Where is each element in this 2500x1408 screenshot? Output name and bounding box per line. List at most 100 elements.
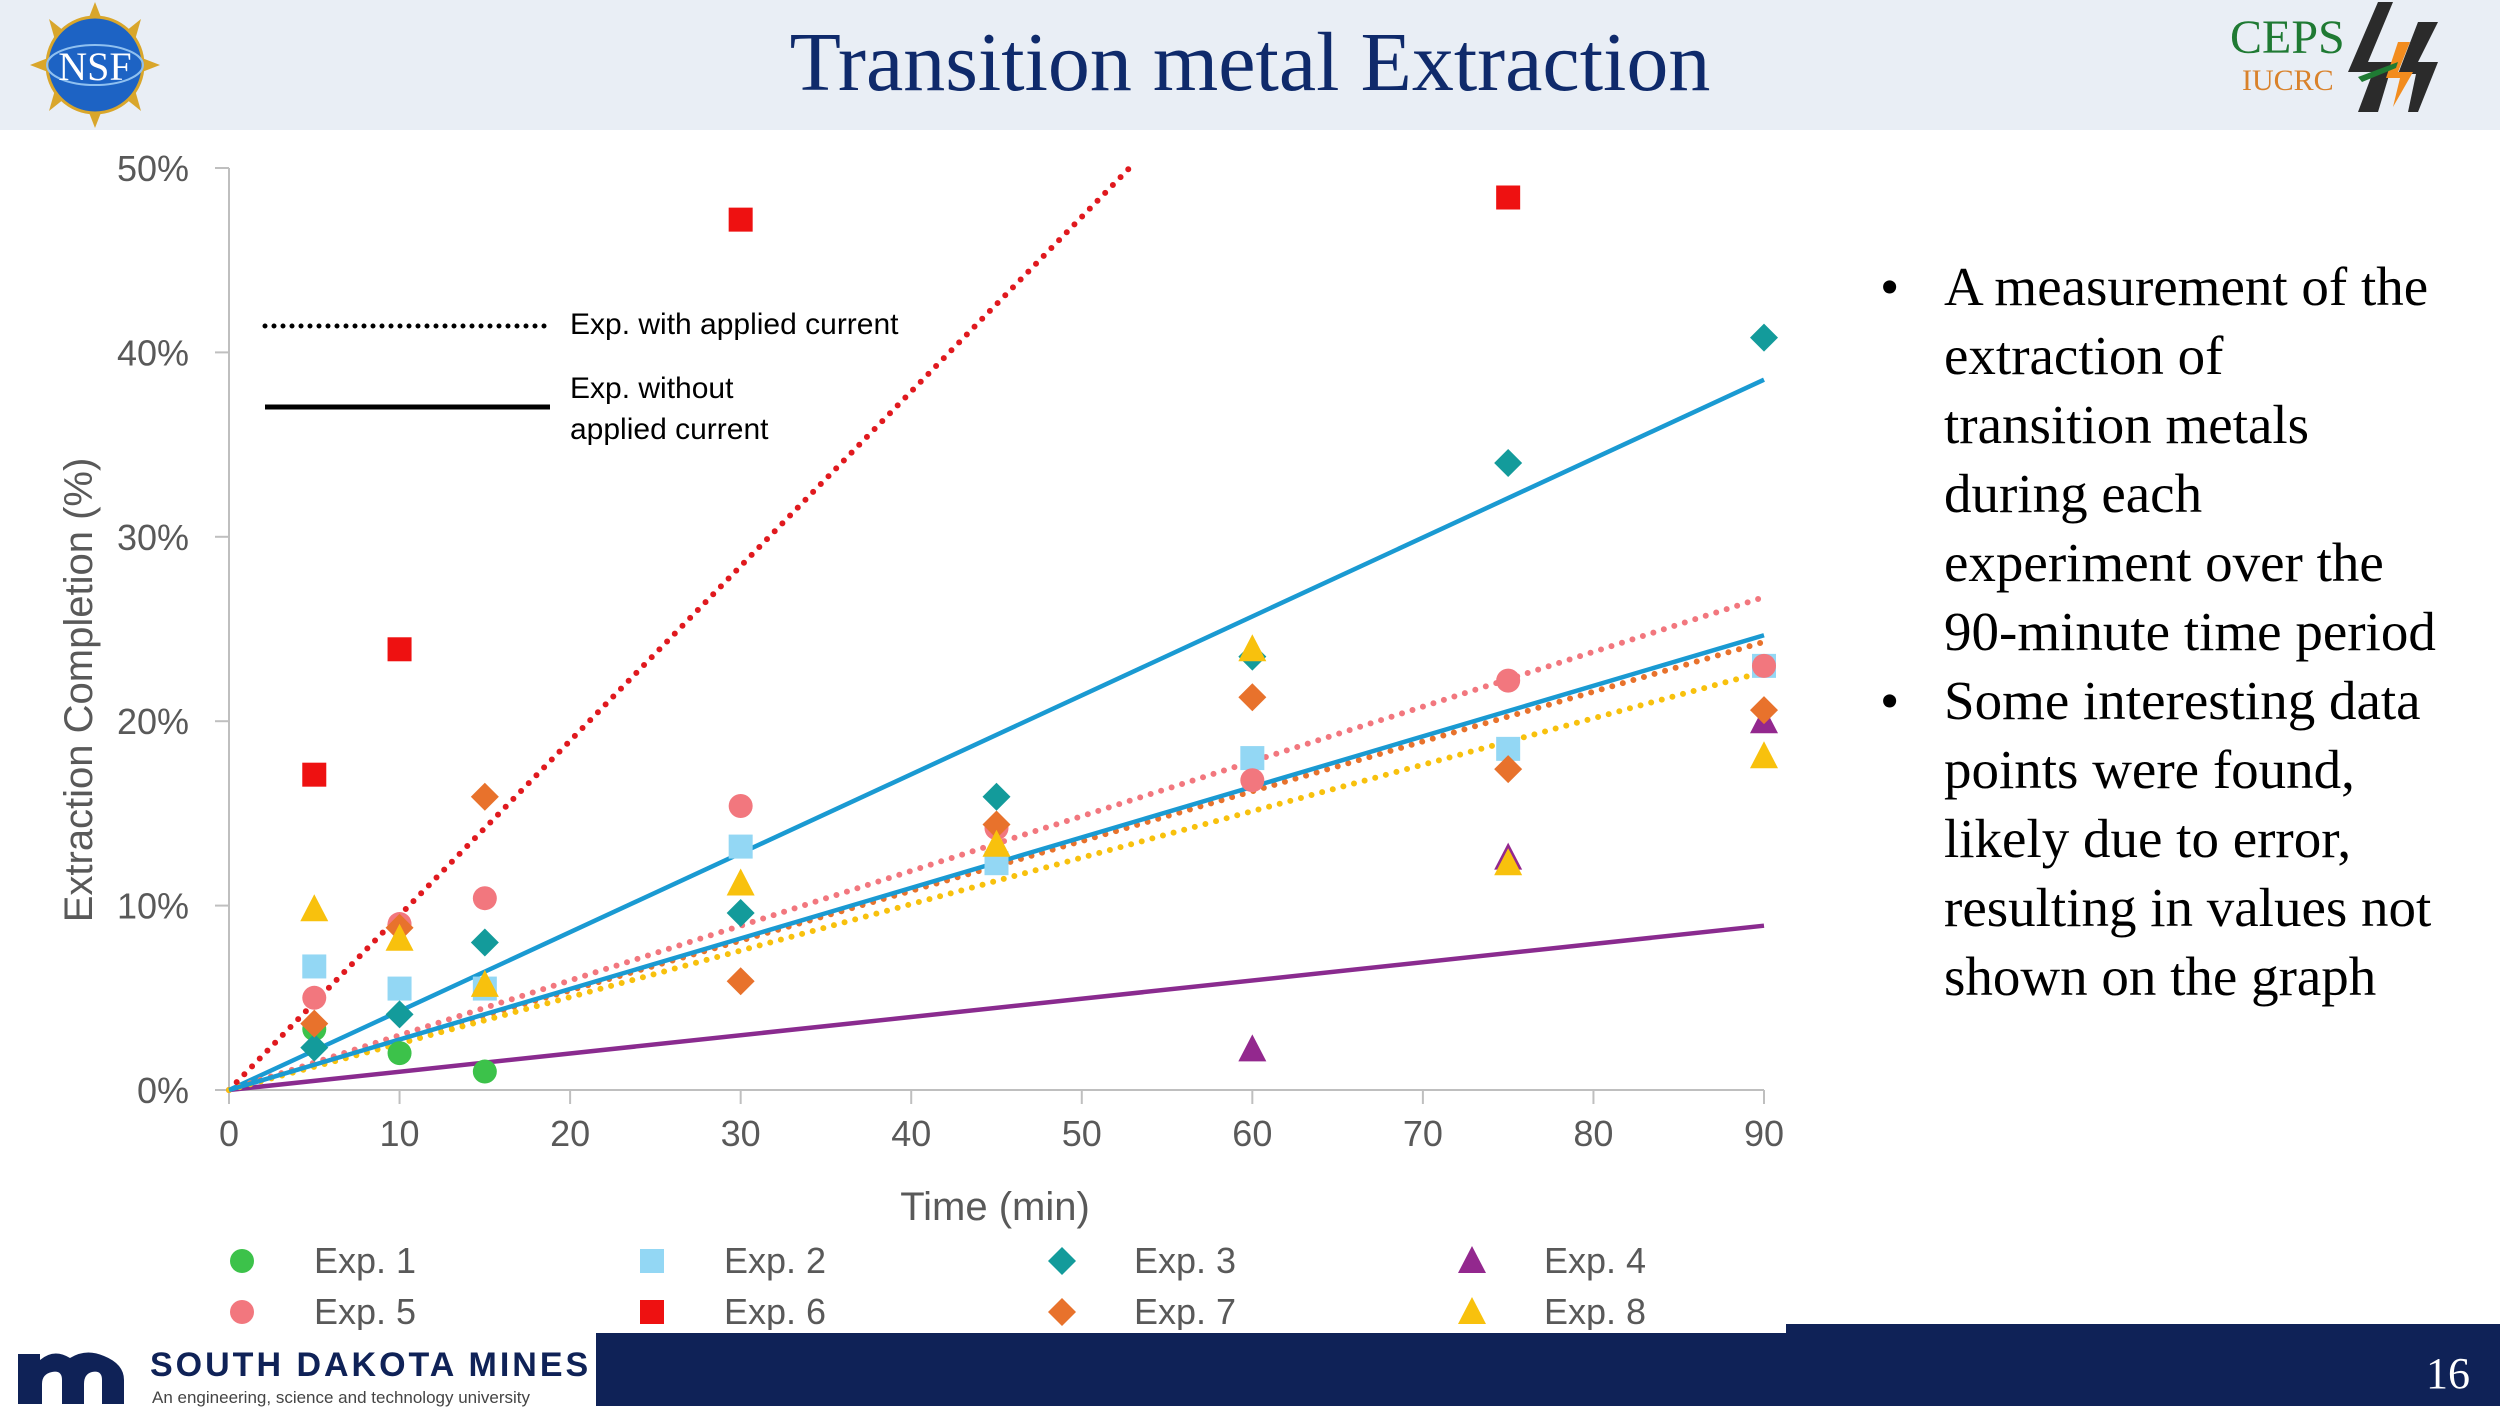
data-point [1750, 323, 1778, 352]
data-point [1238, 683, 1267, 712]
page-number: 16 [2426, 1349, 2470, 1398]
slide-title: Transition metal Extraction [789, 16, 1711, 109]
legend-series-label: Exp. 7 [1134, 1291, 1236, 1330]
data-point [302, 954, 327, 979]
trend-line [226, 668, 1767, 1093]
footer-accent [1786, 1324, 2500, 1334]
legend-series-label: Exp. 8 [1544, 1291, 1646, 1330]
data-point [300, 1033, 329, 1062]
data-points [300, 185, 1778, 1084]
legend-solid-label: applied current [570, 413, 769, 446]
legend-series-label: Exp. 6 [724, 1291, 826, 1330]
x-tick-label: 70 [1403, 1113, 1443, 1154]
data-point [640, 1300, 664, 1324]
data-point [1048, 1247, 1076, 1275]
x-tick-label: 80 [1573, 1113, 1613, 1154]
data-point [982, 829, 1011, 857]
ceps-logo-text: CEPS [2230, 11, 2345, 64]
svg-text:NSF: NSF [58, 44, 131, 89]
slide-header: NSF Transition metal Extraction CEPS IUC… [0, 0, 2500, 130]
x-tick-label: 60 [1232, 1113, 1272, 1154]
line-style-legend: Exp. with applied current Exp. without app… [262, 308, 899, 446]
legend-dotted-label: Exp. with applied current [570, 308, 899, 341]
legend-series-label: Exp. 1 [314, 1240, 416, 1281]
extraction-chart: 0 10 20 30 40 50 60 70 80 90 0% 10% 20% 30% 40% 50% Exp… [57, 148, 1784, 1330]
data-point [728, 834, 753, 859]
data-point [1494, 449, 1523, 478]
trend-line [228, 923, 1765, 1093]
legend-series-label: Exp. 3 [1134, 1240, 1236, 1281]
data-point [726, 898, 755, 927]
data-point [1238, 1034, 1267, 1062]
y-tick-label: 0% [137, 1070, 189, 1111]
data-point [300, 1009, 329, 1038]
trend-lines [226, 165, 1767, 1093]
data-point [385, 1000, 414, 1029]
data-point [1496, 668, 1521, 693]
sdm-tagline: An engineering, science and technology u… [152, 1388, 531, 1407]
y-tick-label: 50% [117, 148, 189, 189]
data-point [470, 928, 499, 957]
data-point [1048, 1298, 1076, 1326]
data-point [472, 1059, 497, 1084]
south-dakota-mines-logo: SOUTH DAKOTA MINES An engineering, scien… [14, 1338, 594, 1407]
legend-solid-label: Exp. without [570, 372, 734, 405]
data-point [1458, 1246, 1486, 1273]
data-point [726, 868, 755, 896]
data-point [300, 894, 329, 922]
bullet-item: • A measurement of the extraction of tran… [1880, 256, 2436, 662]
data-point [1240, 768, 1265, 793]
y-tick-label: 20% [117, 701, 189, 742]
data-point [472, 886, 497, 911]
data-point [1752, 653, 1776, 678]
data-point [230, 1300, 254, 1324]
trend-line [226, 165, 1133, 1093]
data-point [385, 923, 414, 951]
legend-series-label: Exp. 5 [314, 1291, 416, 1330]
data-point [1494, 848, 1523, 876]
mines-m-icon [18, 1352, 124, 1404]
data-point [387, 976, 412, 1001]
lightning-bolt-icon [2348, 2, 2438, 112]
data-point [387, 637, 412, 662]
bullet-item: • Some interesting data points were found… [1880, 670, 2432, 1007]
data-point [728, 207, 753, 232]
nsf-logo: NSF [30, 2, 160, 128]
footer-bar [596, 1333, 2500, 1406]
ceps-iucrc-logo: CEPS IUCRC [2220, 2, 2500, 128]
data-point [387, 1041, 412, 1066]
data-point [640, 1249, 664, 1273]
y-axis-label: Extraction Completion (%) [57, 458, 101, 923]
data-point [1496, 185, 1521, 210]
bullet-list: • A measurement of the extraction of tran… [1880, 252, 2440, 1011]
iucrc-logo-text: IUCRC [2242, 64, 2334, 97]
chart-axes: 0 10 20 30 40 50 60 70 80 90 0% 10% 20% 30% 40% 50% [117, 148, 1784, 1154]
data-point [470, 782, 499, 811]
bullet-text: A measurement of the extraction of trans… [1944, 256, 2436, 662]
data-point [470, 969, 499, 997]
data-point [1750, 696, 1778, 725]
y-tick-label: 30% [117, 517, 189, 558]
data-point [302, 985, 327, 1010]
data-point [302, 762, 327, 787]
x-tick-label: 40 [891, 1113, 931, 1154]
x-tick-label: 10 [380, 1113, 420, 1154]
data-point [982, 810, 1011, 839]
x-tick-label: 30 [721, 1113, 761, 1154]
y-tick-label: 40% [117, 332, 189, 373]
data-point [1458, 1297, 1486, 1324]
legend-series-label: Exp. 4 [1544, 1240, 1646, 1281]
sdm-name: SOUTH DAKOTA MINES [150, 1346, 592, 1384]
data-point [1238, 634, 1267, 662]
data-point [230, 1249, 254, 1273]
x-tick-label: 90 [1744, 1113, 1784, 1154]
series-legend: Exp. 1 Exp. 2 Exp. 3 Exp. 4 Exp. 5 Exp. 6 Exp.… [230, 1240, 1646, 1330]
x-tick-label: 50 [1062, 1113, 1102, 1154]
legend-series-label: Exp. 2 [724, 1240, 826, 1281]
x-axis-label: Time (min) [900, 1185, 1090, 1229]
data-point [1494, 755, 1523, 784]
x-tick-label: 20 [550, 1113, 590, 1154]
data-point [726, 967, 755, 996]
y-tick-label: 10% [117, 886, 189, 927]
bullet-text: Some interesting data points were found,… [1944, 670, 2432, 1007]
